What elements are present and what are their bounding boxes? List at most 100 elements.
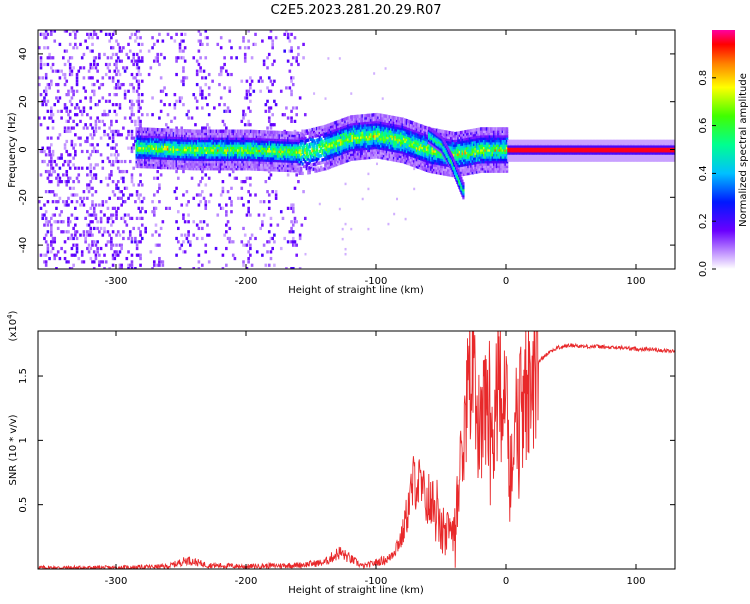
heatmap-cell — [345, 116, 349, 121]
heatmap-cell — [199, 89, 202, 93]
heatmap-cell — [201, 138, 204, 143]
heatmap-cell — [291, 82, 295, 87]
heatmap-cell — [221, 253, 225, 257]
heatmap-cell — [284, 168, 287, 172]
heatmap-cell — [212, 148, 216, 152]
heatmap-cell — [70, 193, 74, 197]
heatmap-cell — [178, 149, 181, 154]
heatmap-cell — [360, 128, 363, 132]
heatmap-cell — [268, 139, 271, 144]
heatmap-cell — [194, 145, 197, 150]
heatmap-cell — [89, 99, 93, 103]
heatmap-cell — [262, 139, 266, 143]
heatmap-cell — [314, 150, 317, 155]
heatmap-cell — [165, 158, 168, 163]
heatmap-cell — [241, 148, 244, 152]
heatmap-cell — [147, 49, 151, 53]
heatmap-cell — [154, 163, 157, 167]
heatmap-cell — [159, 139, 163, 144]
heatmap-cell — [380, 137, 383, 141]
heatmap-cell — [135, 216, 139, 221]
heatmap-cell — [228, 39, 232, 43]
heatmap-cell — [411, 149, 414, 153]
heatmap-cell — [138, 155, 141, 159]
heatmap-cell — [342, 127, 346, 131]
heatmap-cell — [385, 133, 389, 137]
heatmap-cell — [43, 236, 46, 241]
heatmap-cell — [351, 119, 354, 124]
heatmap-cell — [161, 142, 164, 146]
heatmap-cell — [302, 145, 306, 150]
heatmap-cell — [269, 89, 273, 93]
heatmap-cell — [259, 141, 263, 146]
heatmap-cell — [242, 138, 246, 143]
heatmap-cell — [268, 137, 271, 141]
heatmap-cell — [186, 166, 190, 171]
heatmap-cell — [371, 153, 374, 157]
heatmap-cell — [155, 163, 158, 167]
heatmap-cell — [106, 230, 110, 234]
heatmap-cell — [196, 162, 200, 166]
heatmap-cell — [116, 159, 120, 164]
heatmap-cell — [327, 133, 330, 137]
heatmap-cell — [286, 32, 290, 36]
heatmap-cell — [44, 263, 48, 267]
heatmap-cell — [334, 123, 337, 127]
heatmap-cell — [207, 148, 210, 152]
heatmap-cell — [387, 143, 390, 147]
heatmap-cell — [289, 145, 293, 149]
heatmap-cell — [265, 163, 269, 167]
heatmap-cell — [94, 173, 98, 177]
heatmap-cell — [339, 149, 343, 153]
heatmap-cell — [347, 144, 350, 148]
heatmap-cell — [130, 253, 134, 257]
heatmap-cell — [285, 140, 289, 144]
heatmap-cell — [267, 176, 271, 180]
heatmap-cell — [154, 148, 157, 153]
heatmap-cell — [378, 113, 381, 117]
heatmap-cell — [140, 59, 144, 63]
heatmap-cell — [197, 183, 201, 187]
heatmap-cell — [92, 210, 96, 214]
heatmap-cell — [182, 56, 185, 60]
heatmap-cell — [372, 134, 376, 138]
heatmap-cell — [332, 135, 336, 140]
heatmap-cell — [98, 260, 101, 264]
heatmap-cell — [149, 132, 153, 136]
heatmap-cell — [344, 247, 347, 251]
heatmap-cell — [72, 66, 75, 70]
heatmap-cell — [221, 136, 224, 140]
heatmap-cell — [410, 148, 413, 153]
heatmap-cell — [252, 155, 256, 159]
heatmap-cell — [231, 164, 234, 169]
heatmap-cell — [84, 89, 87, 93]
heatmap-cell — [204, 126, 208, 130]
heatmap-cell — [192, 150, 196, 154]
heatmap-cell — [287, 168, 290, 173]
heatmap-cell — [189, 131, 193, 136]
heatmap-cell — [197, 49, 201, 53]
heatmap-cell — [315, 133, 319, 138]
heatmap-cell — [202, 150, 206, 155]
heatmap-cell — [152, 127, 156, 132]
heatmap-cell — [279, 156, 283, 161]
heatmap-cell — [331, 152, 334, 156]
heatmap-cell — [151, 210, 154, 214]
heatmap-cell — [357, 142, 360, 147]
heatmap-cell — [159, 226, 163, 231]
heatmap-cell — [404, 156, 407, 160]
heatmap-cell — [70, 139, 74, 144]
heatmap-cell — [41, 32, 45, 36]
heatmap-cell — [50, 216, 53, 221]
heatmap-cell — [209, 162, 213, 166]
heatmap-cell — [207, 134, 210, 138]
heatmap-cell — [63, 180, 67, 184]
heatmap-cell — [404, 148, 407, 153]
heatmap-cell — [199, 69, 202, 73]
heatmap-cell — [339, 130, 343, 135]
heatmap-cell — [293, 220, 297, 224]
heatmap-cell — [152, 42, 156, 47]
heatmap-cell — [204, 173, 208, 177]
heatmap-cell — [370, 153, 373, 157]
heatmap-cell — [148, 158, 151, 162]
